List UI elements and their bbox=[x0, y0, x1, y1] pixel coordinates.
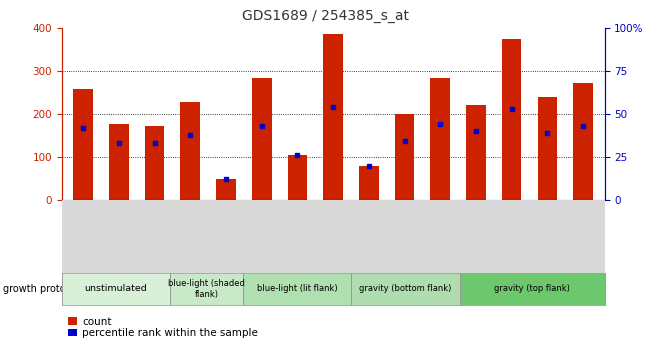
Bar bbox=[109, 124, 129, 200]
Bar bbox=[466, 105, 486, 200]
Text: count: count bbox=[82, 317, 111, 326]
Bar bbox=[181, 102, 200, 200]
Text: percentile rank within the sample: percentile rank within the sample bbox=[82, 328, 258, 338]
Text: GDS1689 / 254385_s_at: GDS1689 / 254385_s_at bbox=[242, 9, 408, 23]
Bar bbox=[145, 126, 164, 200]
Bar bbox=[287, 155, 307, 200]
Bar bbox=[430, 78, 450, 200]
Text: growth protocol ▶: growth protocol ▶ bbox=[3, 284, 90, 294]
Text: gravity (bottom flank): gravity (bottom flank) bbox=[359, 284, 452, 294]
Text: blue-light (shaded
flank): blue-light (shaded flank) bbox=[168, 279, 245, 299]
Bar bbox=[323, 34, 343, 200]
Text: unstimulated: unstimulated bbox=[84, 284, 148, 294]
Bar bbox=[573, 83, 593, 200]
Bar bbox=[216, 179, 236, 200]
Bar bbox=[538, 97, 557, 200]
Bar bbox=[502, 39, 521, 200]
Bar bbox=[73, 89, 93, 200]
Bar bbox=[252, 79, 272, 200]
Bar bbox=[359, 166, 379, 200]
Bar bbox=[395, 114, 414, 200]
Text: blue-light (lit flank): blue-light (lit flank) bbox=[257, 284, 337, 294]
Text: gravity (top flank): gravity (top flank) bbox=[494, 284, 570, 294]
